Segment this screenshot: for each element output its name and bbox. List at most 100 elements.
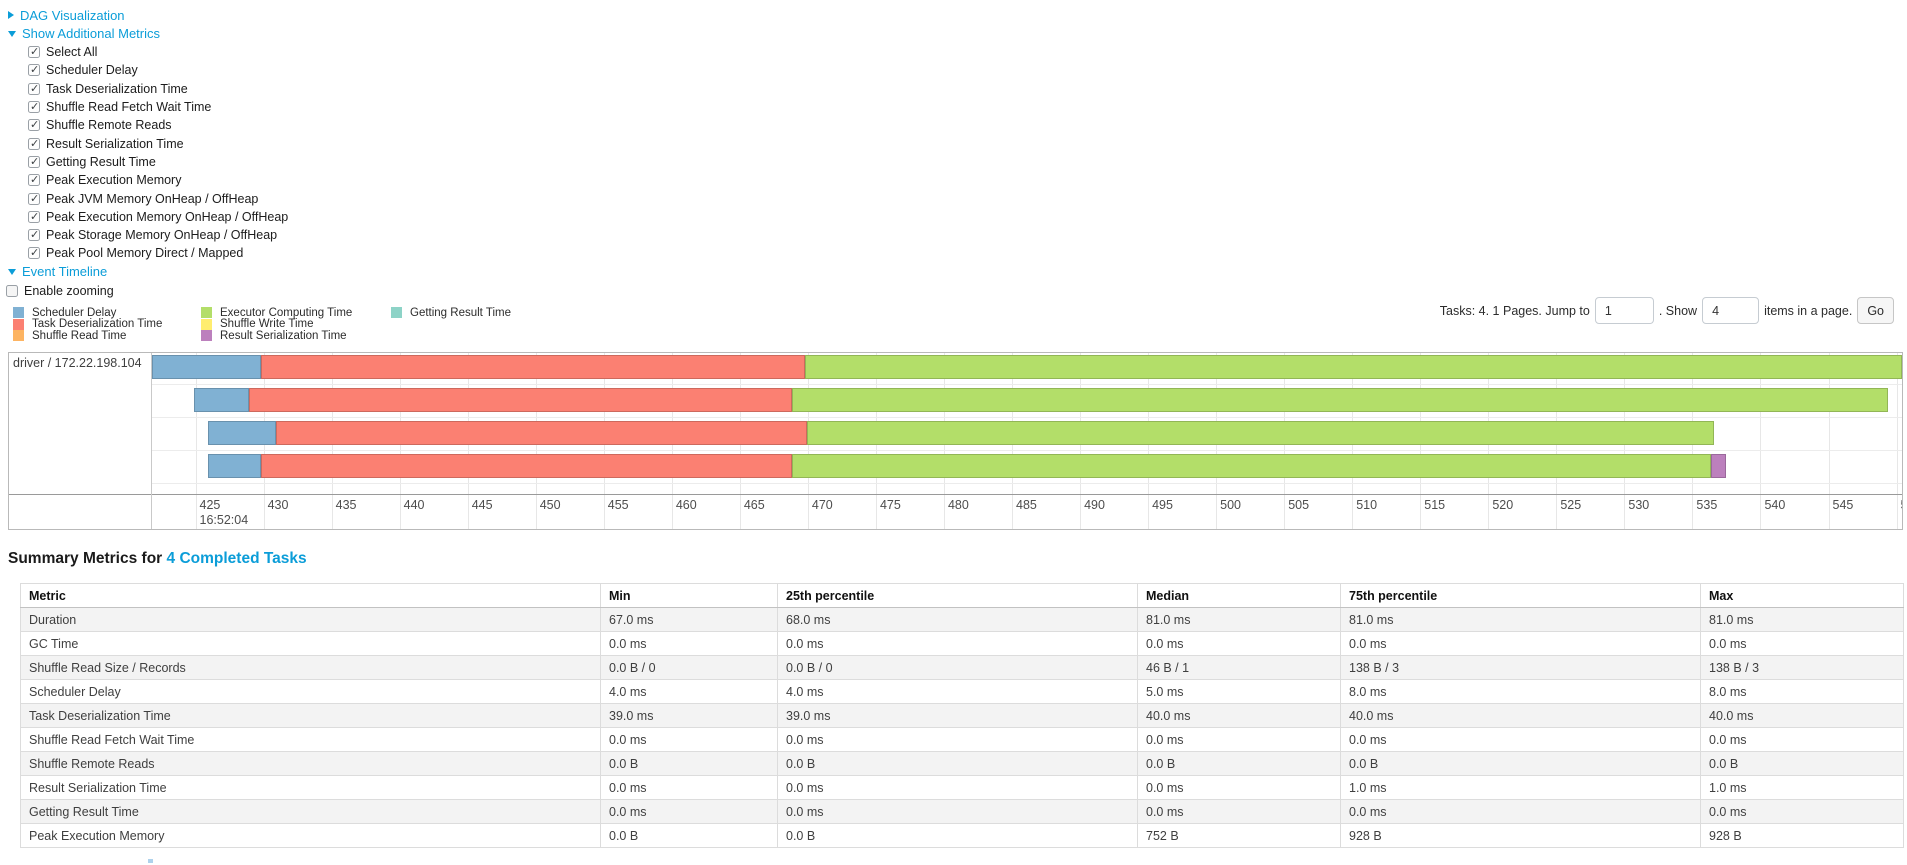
legend-swatch-icon xyxy=(13,318,24,330)
metric-value-cell: 0.0 B xyxy=(600,823,778,848)
legend-swatch-icon xyxy=(201,318,212,330)
axis-tick-line xyxy=(1624,495,1626,529)
metric-checkbox[interactable] xyxy=(28,246,40,260)
metric-name-cell: Getting Result Time xyxy=(20,799,601,824)
metric-option-row[interactable]: Peak JVM Memory OnHeap / OffHeap xyxy=(28,189,288,207)
segment-scheduler-delay xyxy=(207,421,276,445)
metric-checkbox[interactable] xyxy=(28,82,40,95)
summary-metric-row: Shuffle Read Size / Records 0.0 B / 0 0.0 … xyxy=(20,655,1904,680)
metric-option-row[interactable]: Select All xyxy=(28,43,288,61)
metric-checkbox[interactable] xyxy=(28,100,40,114)
metric-name-cell: Scheduler Delay xyxy=(20,679,601,704)
show-additional-metrics-link[interactable]: Show Additional Metrics xyxy=(22,26,161,42)
segment-executor-computing xyxy=(805,355,1902,379)
legend-item-label: Task Deserialization Time xyxy=(32,318,163,331)
metric-value-cell: 0.0 ms xyxy=(1700,799,1904,824)
stage-page-controls: DAG Visualization Show Additional Metric… xyxy=(6,6,288,300)
segment-result-serialization xyxy=(1711,454,1727,478)
metric-option-row[interactable]: Shuffle Read Fetch Wait Time xyxy=(28,98,288,116)
metric-option-row[interactable]: Result Serialization Time xyxy=(28,134,288,152)
metric-value-cell: 138 B / 3 xyxy=(1700,655,1904,680)
metric-option-row[interactable]: Task Deserialization Time xyxy=(28,80,288,98)
metric-checkbox[interactable] xyxy=(28,155,40,168)
metric-value-cell: 0.0 B xyxy=(1700,751,1904,776)
legend-item: Executor Computing Time xyxy=(201,307,391,319)
axis-tick-line xyxy=(1488,495,1490,529)
event-timeline-toggle[interactable]: Event Timeline xyxy=(8,263,288,282)
metric-checkbox[interactable] xyxy=(28,210,40,223)
metric-checkbox[interactable] xyxy=(28,228,40,242)
metric-option-row[interactable]: Peak Pool Memory Direct / Mapped xyxy=(28,244,288,262)
additional-metrics-checkbox-list: Select All Scheduler Delay Task Deserializ… xyxy=(28,43,288,263)
metric-option-row[interactable]: Getting Result Time xyxy=(28,153,288,171)
summary-metric-row: Scheduler Delay 4.0 ms 4.0 ms 5.0 ms 8.0 ms 8… xyxy=(20,679,1904,704)
axis-tick-line xyxy=(603,495,605,529)
go-button[interactable]: Go xyxy=(1857,297,1894,324)
timeline-plot-area[interactable] xyxy=(152,353,1902,494)
metric-option-label: Shuffle Remote Reads xyxy=(46,118,172,133)
event-timeline-link[interactable]: Event Timeline xyxy=(22,264,108,280)
metric-value-cell: 0.0 ms xyxy=(600,631,778,656)
axis-tick-label: 460 xyxy=(675,498,697,512)
timeline-row-separator xyxy=(152,384,1902,385)
metric-value-cell: 0.0 ms xyxy=(1137,775,1341,800)
timeline-legend: Scheduler Delay Task Deserialization Time… xyxy=(13,307,511,342)
metric-checkbox[interactable] xyxy=(28,173,40,187)
axis-tick-line xyxy=(1556,495,1558,529)
legend-swatch-icon xyxy=(201,307,212,319)
dag-visualization-link[interactable]: DAG Visualization xyxy=(20,7,125,23)
collapse-arrow-icon xyxy=(8,30,16,37)
summary-metric-row: Duration 67.0 ms 68.0 ms 81.0 ms 81.0 ms 81.0… xyxy=(20,607,1904,632)
show-additional-metrics-toggle[interactable]: Show Additional Metrics xyxy=(8,25,288,44)
timeline-task-bar[interactable] xyxy=(152,355,1902,379)
timeline-task-bar[interactable] xyxy=(152,388,1902,412)
metric-checkbox[interactable] xyxy=(28,118,40,132)
metric-value-cell: 40.0 ms xyxy=(1137,703,1341,728)
metric-value-cell: 8.0 ms xyxy=(1340,679,1701,704)
metric-option-row[interactable]: Shuffle Remote Reads xyxy=(28,116,288,134)
summary-metrics-heading-text: Summary Metrics for xyxy=(8,550,163,567)
expand-arrow-icon xyxy=(8,11,14,20)
axis-tick-label: 450 xyxy=(539,498,561,512)
enable-zooming-checkbox[interactable] xyxy=(6,284,18,297)
metric-option-row[interactable]: Scheduler Delay xyxy=(28,61,288,79)
page-size-input[interactable] xyxy=(1702,297,1760,324)
legend-item-label: Shuffle Read Time xyxy=(32,329,127,342)
completed-tasks-link[interactable]: 4 Completed Tasks xyxy=(166,550,307,567)
summary-metrics-table: Metric Min 25th percentile Median 75th perce… xyxy=(20,583,1904,848)
axis-tick-label: 520 xyxy=(1492,498,1514,512)
timeline-task-bar[interactable] xyxy=(152,421,1902,445)
axis-tick-label: 425 xyxy=(199,498,221,512)
metric-checkbox[interactable] xyxy=(28,45,40,59)
jump-to-page-input[interactable] xyxy=(1594,297,1654,324)
axis-tick-label: 500 xyxy=(1220,498,1241,512)
metric-option-row[interactable]: Peak Execution Memory xyxy=(28,171,288,189)
metric-value-cell: 0.0 ms xyxy=(777,727,1138,752)
timeline-plot-column: 425 16:52:04 430 435 440 445 450 455 460 465 470 47… xyxy=(152,353,1902,529)
axis-tick-line xyxy=(331,495,333,529)
timeline-gridline xyxy=(195,353,197,494)
metric-value-cell: 46 B / 1 xyxy=(1137,655,1341,680)
metric-checkbox[interactable] xyxy=(28,192,40,205)
axis-major-tick-label: 16:52:04 xyxy=(199,513,249,527)
metric-checkbox[interactable] xyxy=(28,137,40,150)
metric-option-label: Peak Storage Memory OnHeap / OffHeap xyxy=(46,228,278,243)
axis-tick-label: 440 xyxy=(403,498,425,512)
summary-column-header: Min xyxy=(600,583,778,608)
metric-option-label: Peak Execution Memory OnHeap / OffHeap xyxy=(46,209,289,224)
metric-value-cell: 67.0 ms xyxy=(600,607,778,632)
metric-option-label: Select All xyxy=(46,45,98,60)
metric-value-cell: 0.0 ms xyxy=(1700,727,1904,752)
metric-checkbox[interactable] xyxy=(28,63,40,77)
metric-value-cell: 40.0 ms xyxy=(1340,703,1701,728)
metric-value-cell: 4.0 ms xyxy=(777,679,1138,704)
dag-visualization-toggle[interactable]: DAG Visualization xyxy=(8,6,288,25)
timeline-executor-column: driver / 172.22.198.104 xyxy=(9,353,152,529)
timeline-task-bar[interactable] xyxy=(152,454,1902,478)
summary-metric-row: Peak Execution Memory 0.0 B 0.0 B 752 B 928 … xyxy=(20,823,1904,848)
axis-tick-line xyxy=(1352,495,1354,529)
axis-tick-line xyxy=(1080,495,1082,529)
metric-option-row[interactable]: Peak Execution Memory OnHeap / OffHeap xyxy=(28,208,288,226)
metric-option-row[interactable]: Peak Storage Memory OnHeap / OffHeap xyxy=(28,226,288,244)
enable-zooming-row[interactable]: Enable zooming xyxy=(6,281,288,300)
